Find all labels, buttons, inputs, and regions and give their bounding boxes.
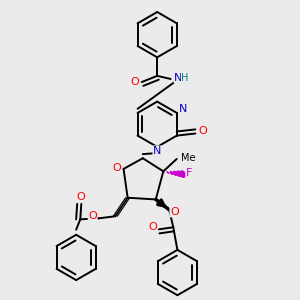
Text: F: F — [186, 168, 192, 178]
Text: N: N — [179, 104, 187, 114]
Text: O: O — [198, 127, 207, 136]
Text: O: O — [148, 222, 157, 232]
Text: O: O — [170, 207, 179, 217]
Text: O: O — [88, 211, 97, 221]
Text: O: O — [130, 77, 139, 87]
Text: N: N — [174, 73, 183, 83]
Text: Me: Me — [181, 153, 196, 164]
Text: O: O — [76, 192, 85, 202]
Text: N: N — [153, 146, 161, 156]
Text: H: H — [182, 73, 189, 83]
Text: O: O — [112, 163, 121, 173]
